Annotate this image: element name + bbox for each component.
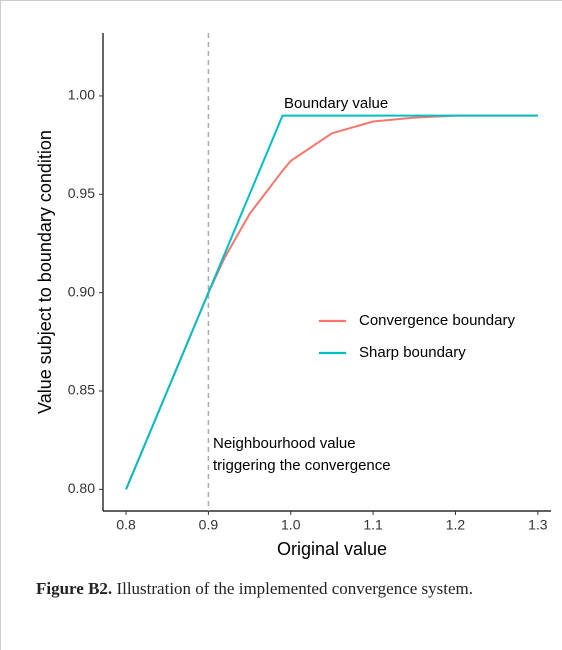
annotation: triggering the convergence (213, 457, 391, 474)
line (125, 114, 538, 490)
x-tick-label: 1.3 (528, 517, 548, 533)
y-tick-label: 0.85 (68, 382, 95, 398)
x-axis-title: Original value (277, 539, 387, 559)
y-tick-label: 0.80 (68, 480, 95, 496)
y-tick-label: 0.95 (68, 185, 95, 201)
x-tick-label: 1.0 (281, 517, 301, 533)
x-tick-label: 1.2 (446, 517, 466, 533)
y-tick-label: 0.90 (68, 283, 95, 299)
x-tick-label: 0.8 (116, 517, 136, 533)
annotation: Boundary value (284, 95, 388, 112)
x-tick-label: 0.9 (199, 517, 219, 533)
caption-text: Illustration of the implemented converge… (116, 579, 474, 598)
legend-label: Sharp boundary (359, 344, 466, 361)
legend-label: Convergence boundary (359, 312, 515, 329)
line (125, 114, 538, 490)
caption-label: Figure B2. (36, 579, 113, 598)
chart: Original value Value subject to boundary… (35, 33, 551, 559)
y-axis-title: Value subject to boundary condition (35, 130, 55, 414)
annotation: Neighbourhood value (213, 435, 356, 452)
caption: Figure B2. Illustration of the implement… (36, 578, 536, 600)
y-tick-label: 1.00 (68, 87, 95, 103)
x-tick-label: 1.1 (363, 517, 383, 533)
